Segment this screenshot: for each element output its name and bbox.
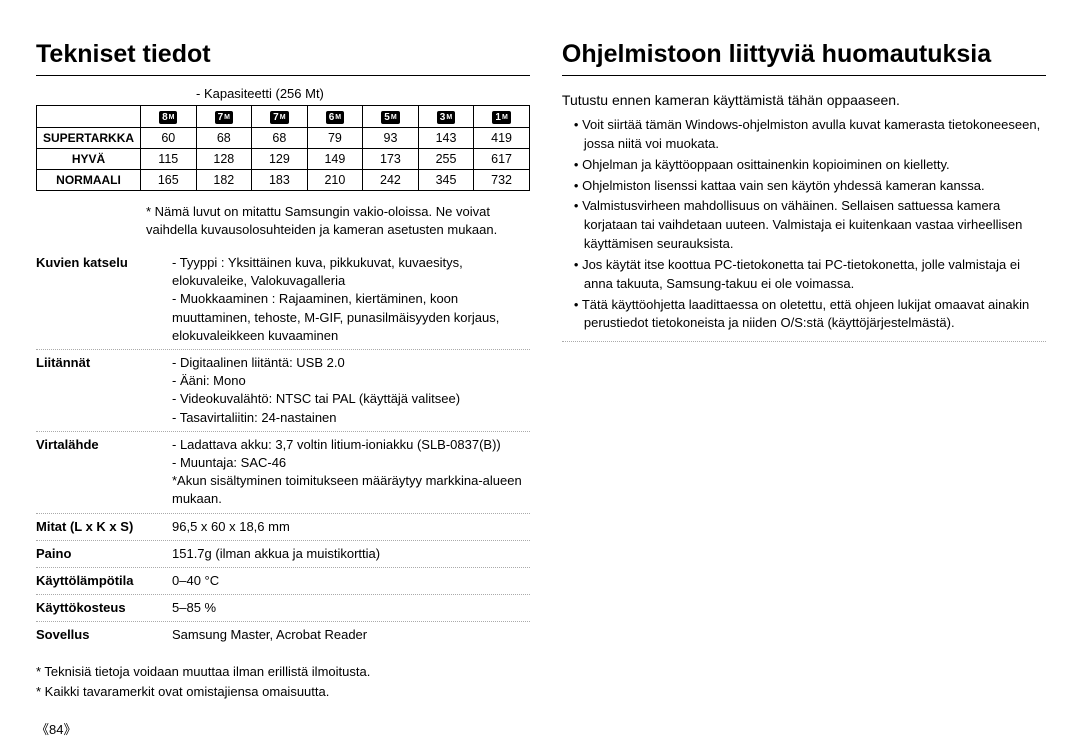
note-item: Valmistusvirheen mahdollisuus on vähäine… <box>574 197 1046 254</box>
table-cell: 183 <box>252 170 308 191</box>
note-item: Ohjelmiston lisenssi kattaa vain sen käy… <box>574 177 1046 196</box>
left-column: Tekniset tiedot - Kapasiteetti (256 Mt) … <box>36 40 530 726</box>
spec-label: Virtalähde <box>36 436 172 509</box>
spec-value: 5–85 % <box>172 599 530 617</box>
spec-label: Käyttölämpötila <box>36 572 172 590</box>
row-header: NORMAALI <box>37 170 141 191</box>
spec-row: Liitännät- Digitaalinen liitäntä: USB 2.… <box>36 350 530 432</box>
resolution-header: 7M <box>252 106 308 128</box>
divider <box>562 341 1046 342</box>
resolution-icon: 1M <box>492 111 510 124</box>
spec-value: 151.7g (ilman akkua ja muistikorttia) <box>172 545 530 563</box>
spec-row: SovellusSamsung Master, Acrobat Reader <box>36 622 530 648</box>
spec-row: Virtalähde- Ladattava akku: 3,7 voltin l… <box>36 432 530 514</box>
resolution-icon: 6M <box>326 111 344 124</box>
row-header: SUPERTARKKA <box>37 128 141 149</box>
resolution-header: 7M <box>196 106 252 128</box>
footnote-1: * Teknisiä tietoja voidaan muuttaa ilman… <box>36 662 530 682</box>
spec-row: Käyttökosteus5–85 % <box>36 595 530 622</box>
spec-row: Käyttölämpötila0–40 °C <box>36 568 530 595</box>
table-cell: 68 <box>196 128 252 149</box>
resolution-icon: 7M <box>215 111 233 124</box>
capacity-label: - Kapasiteetti (256 Mt) <box>196 86 530 101</box>
table-row: NORMAALI165182183210242345732 <box>37 170 530 191</box>
table-cell: 60 <box>141 128 197 149</box>
table-cell: 93 <box>363 128 419 149</box>
spec-value: - Digitaalinen liitäntä: USB 2.0- Ääni: … <box>172 354 530 427</box>
spec-value: - Ladattava akku: 3,7 voltin litium-ioni… <box>172 436 530 509</box>
capacity-note: * Nämä luvut on mitattu Samsungin vakio-… <box>146 203 530 238</box>
spec-value: 0–40 °C <box>172 572 530 590</box>
footnotes: * Teknisiä tietoja voidaan muuttaa ilman… <box>36 662 530 701</box>
row-header: HYVÄ <box>37 149 141 170</box>
table-cell: 242 <box>363 170 419 191</box>
resolution-header: 6M <box>307 106 363 128</box>
spec-label: Paino <box>36 545 172 563</box>
spec-label: Käyttökosteus <box>36 599 172 617</box>
note-item: Tätä käyttöohjetta laadittaessa on olete… <box>574 296 1046 334</box>
resolution-icon: 7M <box>270 111 288 124</box>
table-cell: 210 <box>307 170 363 191</box>
spec-value: 96,5 x 60 x 18,6 mm <box>172 518 530 536</box>
left-title: Tekniset tiedot <box>36 40 530 76</box>
spec-label: Sovellus <box>36 626 172 644</box>
table-cell: 255 <box>418 149 474 170</box>
intro-text: Tutustu ennen kameran käyttämistä tähän … <box>562 92 1046 108</box>
table-cell: 173 <box>363 149 419 170</box>
footnote-2: * Kaikki tavaramerkit ovat omistajiensa … <box>36 682 530 702</box>
note-item: Voit siirtää tämän Windows-ohjelmiston a… <box>574 116 1046 154</box>
table-cell: 345 <box>418 170 474 191</box>
spec-label: Kuvien katselu <box>36 254 172 345</box>
resolution-header: 1M <box>474 106 530 128</box>
right-column: Ohjelmistoon liittyviä huomautuksia Tutu… <box>562 40 1046 726</box>
spec-value: Samsung Master, Acrobat Reader <box>172 626 530 644</box>
resolution-icon: 8M <box>159 111 177 124</box>
table-cell: 732 <box>474 170 530 191</box>
spec-row: Mitat (L x K x S)96,5 x 60 x 18,6 mm <box>36 514 530 541</box>
resolution-icon: 3M <box>437 111 455 124</box>
note-item: Jos käytät itse koottua PC-tietokonetta … <box>574 256 1046 294</box>
table-cell: 68 <box>252 128 308 149</box>
table-row: HYVÄ115128129149173255617 <box>37 149 530 170</box>
resolution-header: 8M <box>141 106 197 128</box>
table-cell: 79 <box>307 128 363 149</box>
table-cell: 182 <box>196 170 252 191</box>
table-cell: 165 <box>141 170 197 191</box>
table-header-row: 8M 7M 7M 6M 5M 3M 1M <box>37 106 530 128</box>
table-cell: 143 <box>418 128 474 149</box>
spec-label: Liitännät <box>36 354 172 427</box>
table-corner <box>37 106 141 128</box>
table-cell: 129 <box>252 149 308 170</box>
capacity-table: 8M7M7M6M5M3M1M SUPERTARKKA60686879931434… <box>36 105 530 191</box>
spec-label: Mitat (L x K x S) <box>36 518 172 536</box>
table-row: SUPERTARKKA6068687993143419 <box>37 128 530 149</box>
spec-value: - Tyyppi : Yksittäinen kuva, pikkukuvat,… <box>172 254 530 345</box>
resolution-header: 5M <box>363 106 419 128</box>
table-cell: 149 <box>307 149 363 170</box>
notes-list: Voit siirtää tämän Windows-ohjelmiston a… <box>562 116 1046 335</box>
spec-row: Kuvien katselu- Tyyppi : Yksittäinen kuv… <box>36 250 530 350</box>
table-cell: 115 <box>141 149 197 170</box>
table-body: SUPERTARKKA6068687993143419HYVÄ115128129… <box>37 128 530 191</box>
page-number: 《84》 <box>36 719 530 738</box>
right-title: Ohjelmistoon liittyviä huomautuksia <box>562 40 1046 76</box>
resolution-header: 3M <box>418 106 474 128</box>
spec-row: Paino151.7g (ilman akkua ja muistikortti… <box>36 541 530 568</box>
table-cell: 617 <box>474 149 530 170</box>
table-cell: 128 <box>196 149 252 170</box>
resolution-icon: 5M <box>381 111 399 124</box>
note-item: Ohjelman ja käyttöoppaan osittainenkin k… <box>574 156 1046 175</box>
table-cell: 419 <box>474 128 530 149</box>
spec-list: Kuvien katselu- Tyyppi : Yksittäinen kuv… <box>36 250 530 648</box>
